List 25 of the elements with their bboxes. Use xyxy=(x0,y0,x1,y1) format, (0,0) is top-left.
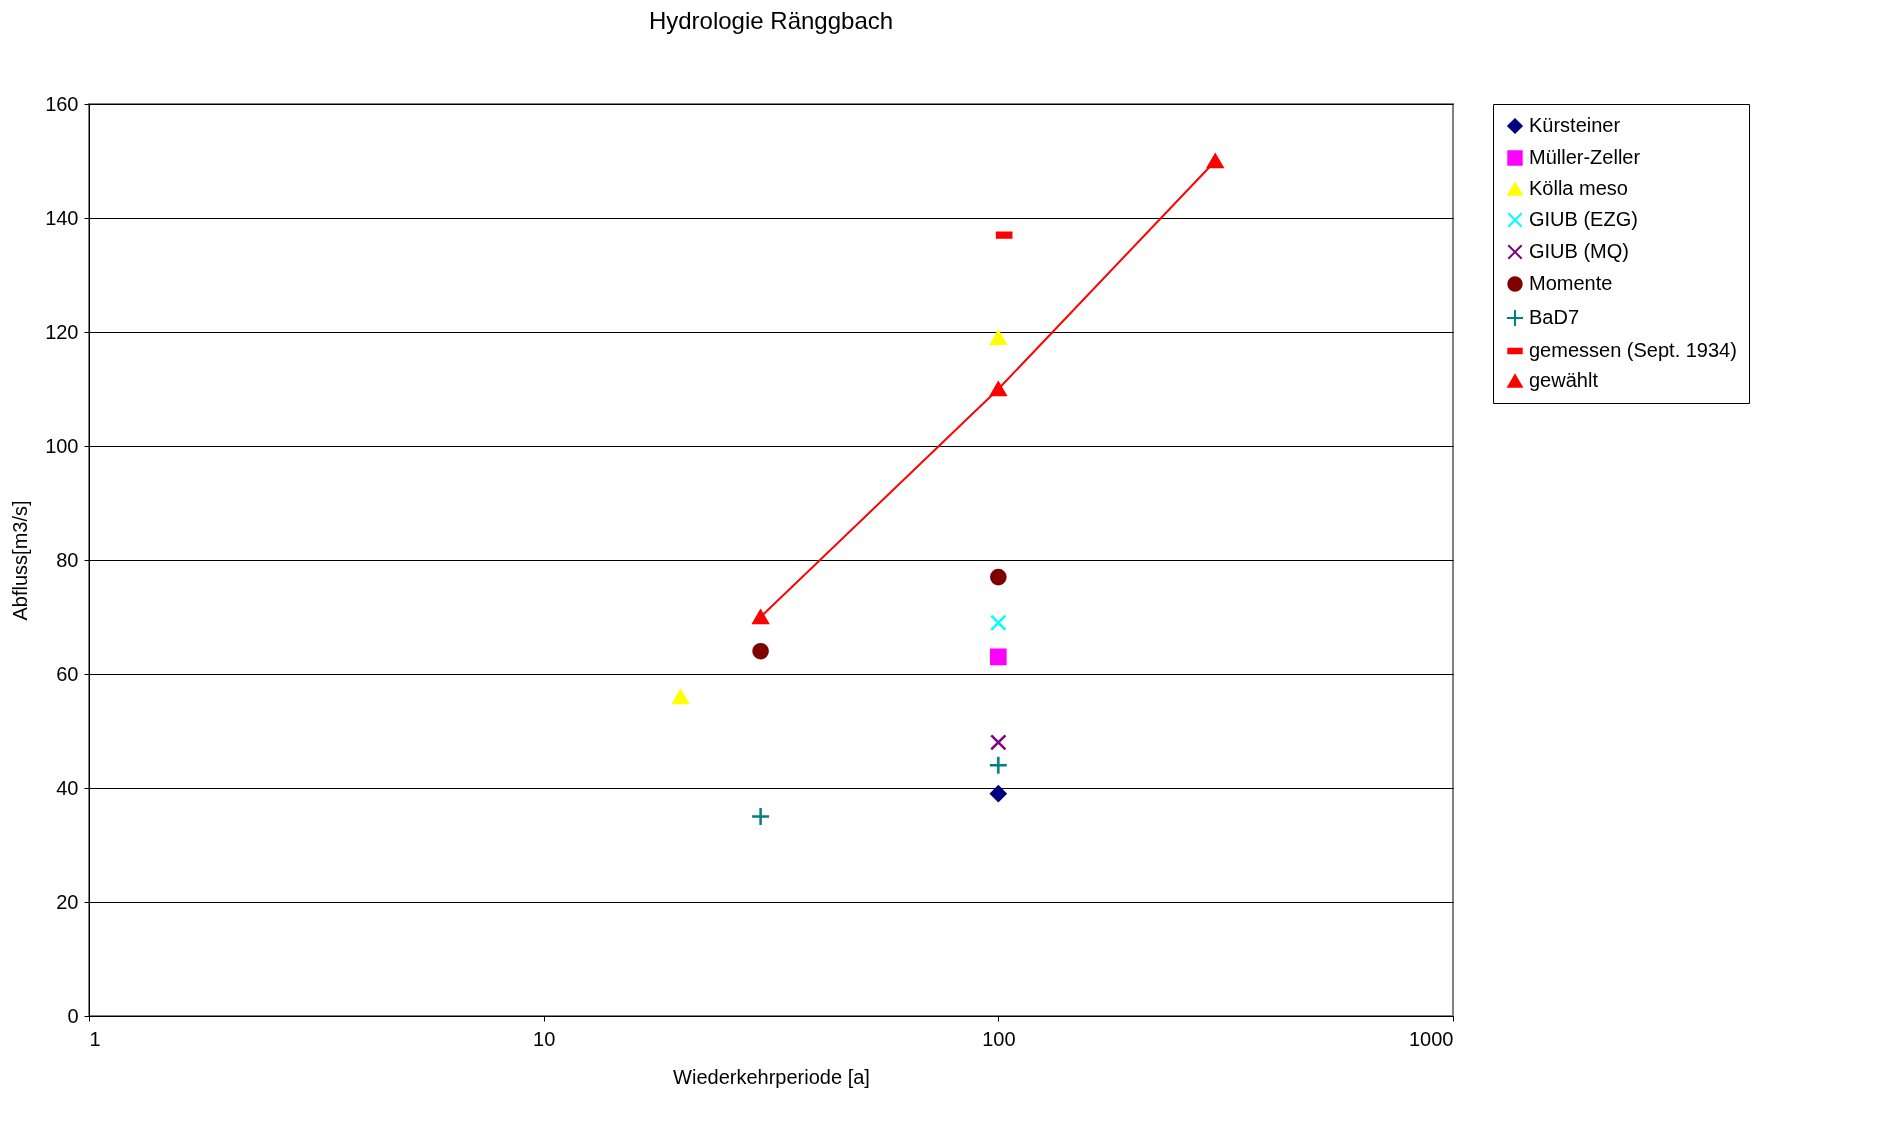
x-tick-label: 100 xyxy=(982,1027,1016,1050)
legend-label: Müller-Zeller xyxy=(1529,146,1641,168)
x-tick-label: 1 xyxy=(89,1027,101,1050)
legend-label: GIUB (EZG) xyxy=(1529,208,1638,230)
y-tick-label: 120 xyxy=(45,320,79,343)
legend-label: GIUB (MQ) xyxy=(1529,240,1629,262)
y-axis-title: Abfluss[m3/s] xyxy=(9,500,32,621)
y-tick-label: 0 xyxy=(67,1004,79,1027)
legend-label: BaD7 xyxy=(1529,306,1580,328)
y-tick-label: 40 xyxy=(56,776,79,799)
x-tick-label: 1000 xyxy=(1409,1027,1454,1050)
legend-label: gemessen (Sept. 1934) xyxy=(1529,339,1737,361)
y-tick-label: 140 xyxy=(45,206,79,229)
legend-label: Kölla meso xyxy=(1529,177,1628,199)
y-tick-label: 100 xyxy=(45,434,79,457)
y-tick-label: 60 xyxy=(56,662,79,685)
x-tick-label: 10 xyxy=(533,1027,556,1050)
y-tick-label: 160 xyxy=(45,92,79,115)
x-axis-title: Wiederkehrperiode [a] xyxy=(673,1065,870,1088)
legend-label: gewählt xyxy=(1529,369,1599,391)
legend-label: Momente xyxy=(1529,272,1613,294)
legend-label: Kürsteiner xyxy=(1529,114,1621,136)
chart-title: Hydrologie Ränggbach xyxy=(648,7,894,34)
y-tick-label: 20 xyxy=(56,890,79,913)
y-tick-label: 80 xyxy=(56,548,79,571)
